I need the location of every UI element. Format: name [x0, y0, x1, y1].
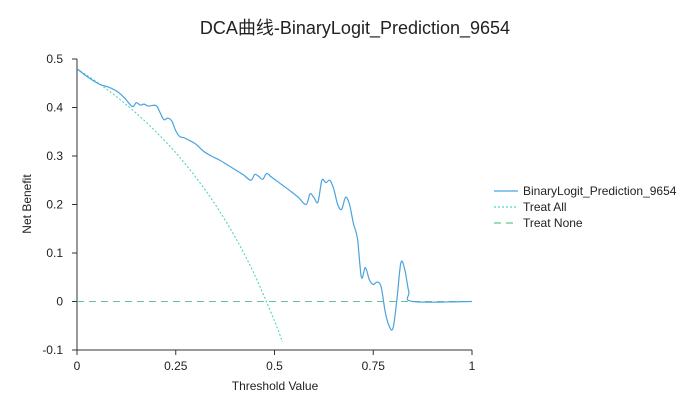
series-line-1	[77, 68, 283, 343]
y-tick-label: 0.2	[46, 198, 63, 212]
legend-label-0: BinaryLogit_Prediction_9654	[523, 184, 677, 198]
y-tick-label: 0	[56, 295, 63, 309]
series-group	[77, 68, 472, 343]
series-line-0	[77, 68, 472, 331]
x-tick-label: 0.5	[266, 359, 283, 373]
x-axis-label: Threshold Value	[232, 379, 319, 393]
legend-label-2: Treat None	[523, 216, 583, 230]
x-tick-label: 0.75	[362, 359, 386, 373]
y-tick-label: 0.3	[46, 149, 63, 163]
y-tick-label: 0.5	[46, 52, 63, 66]
x-tick-label: 0	[74, 359, 81, 373]
chart-title: DCA曲线-BinaryLogit_Prediction_9654	[200, 18, 510, 39]
y-tick-label: 0.1	[46, 246, 63, 260]
legend: BinaryLogit_Prediction_9654 Treat All Trea…	[494, 184, 677, 230]
x-tick-label: 0.25	[164, 359, 188, 373]
y-tick-label: -0.1	[42, 343, 63, 357]
y-axis-label: Net Benefit	[20, 174, 34, 234]
plot-area: 0 0.25 0.5 0.75 1 0.5 0.4 0.3 0.2 0.1 0 -0.1	[42, 52, 475, 373]
y-tick-label: 0.4	[46, 101, 63, 115]
legend-label-1: Treat All	[523, 200, 567, 214]
x-tick-label: 1	[469, 359, 476, 373]
